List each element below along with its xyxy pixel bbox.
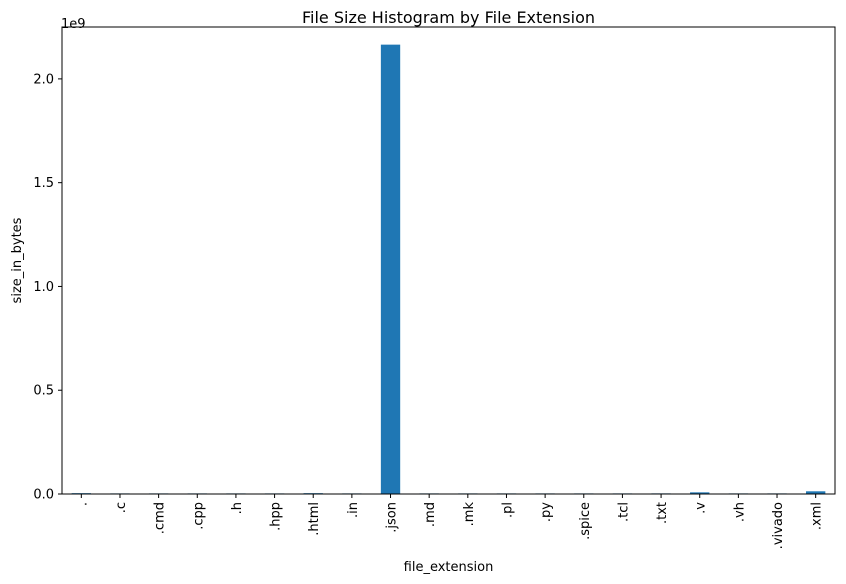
x-tick-label: .v (694, 502, 709, 514)
x-axis-ticks: . .c .cmd .cpp .h .hpp .html .in .json .md .mk .pl.… (75, 494, 825, 549)
y-offset-label: 1e9 (61, 17, 86, 32)
x-tick-label: .md (423, 502, 438, 527)
x-axis-label: file_extension (404, 560, 494, 575)
plot-frame (61, 26, 836, 495)
y-tick-label: 1.5 (33, 176, 54, 191)
bar-json (380, 44, 401, 495)
chart-title: File Size Histogram by File Extension (302, 8, 595, 27)
x-tick-label: .vivado (771, 502, 786, 549)
x-tick-label: .c (114, 502, 129, 513)
x-tick-label: .cmd (153, 502, 168, 534)
x-tick-label: .mk (462, 502, 477, 527)
y-tick-label: 1.0 (33, 280, 54, 295)
bar-v (690, 492, 710, 494)
bar-xml (806, 491, 826, 494)
x-tick-label: .txt (655, 502, 670, 524)
x-tick-label: .h (230, 502, 245, 514)
x-tick-label: .html (307, 502, 322, 536)
x-tick-label: .in (346, 502, 361, 518)
x-tick-label: . (75, 502, 90, 506)
y-axis-label: size_in_bytes (10, 217, 25, 303)
y-tick-label: 0.5 (33, 384, 54, 399)
y-tick-label: 2.0 (33, 72, 54, 87)
x-tick-label: .vh (732, 502, 747, 522)
bars-group (71, 44, 826, 495)
x-tick-label: .hpp (269, 502, 284, 531)
x-tick-label: .pl (500, 502, 515, 518)
x-tick-label: .json (385, 502, 400, 533)
x-tick-label: .spice (578, 502, 593, 540)
x-tick-label: .py (539, 502, 554, 522)
x-tick-label: .tcl (616, 502, 631, 522)
y-axis-ticks: 0.0 0.5 1.0 1.5 2.0 (33, 72, 62, 503)
x-tick-label: .xml (810, 502, 825, 530)
y-tick-label: 0.0 (33, 488, 54, 503)
x-tick-label: .cpp (191, 502, 206, 530)
